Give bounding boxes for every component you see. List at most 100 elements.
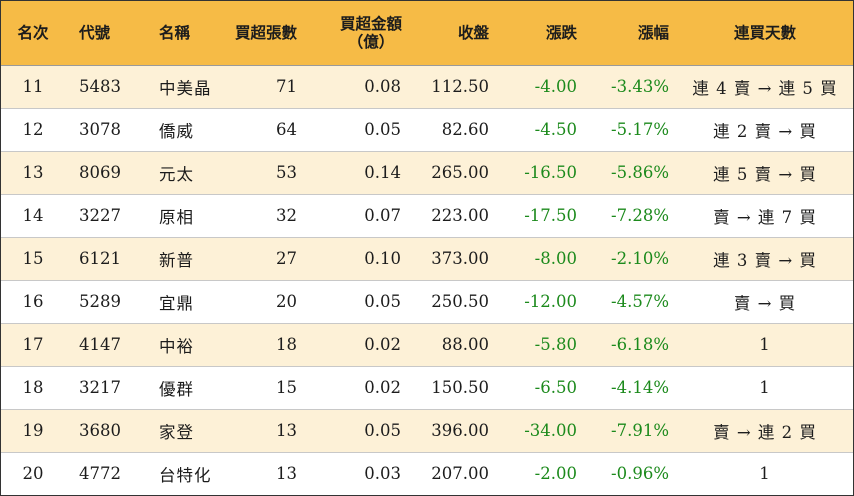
cell-name: 中美晶 [133,65,215,109]
cell-change-pct: -7.28% [587,194,677,238]
cell-name: 優群 [133,366,215,410]
cell-close: 250.50 [407,280,497,324]
table-row: 12 3078 僑威 64 0.05 82.60 -4.50 -5.17% 連 … [1,108,853,152]
table-row: 16 5289 宜鼎 20 0.05 250.50 -12.00 -4.57% … [1,280,853,324]
cell-amount: 0.14 [305,151,407,195]
cell-close: 88.00 [407,323,497,367]
cell-name: 僑威 [133,108,215,152]
cell-rank: 13 [1,151,65,195]
table-row: 13 8069 元太 53 0.14 265.00 -16.50 -5.86% … [1,151,853,195]
cell-change-pct: -7.91% [587,409,677,453]
cell-days: 連 5 賣 → 買 [677,151,853,195]
cell-volume: 15 [215,366,305,410]
cell-rank: 19 [1,409,65,453]
cell-code: 4772 [79,464,121,484]
cell-volume: 64 [215,108,305,152]
cell-volume: 27 [215,237,305,281]
cell-change: -2.00 [534,464,577,484]
cell-volume: 32 [215,194,305,238]
header-volume[interactable]: 買超張數 [215,1,305,66]
header-close[interactable]: 收盤 [407,1,497,66]
header-amount[interactable]: 買超金額 （億） [305,1,407,66]
header-code[interactable]: 代號 [65,1,133,66]
cell-amount: 0.05 [305,280,407,324]
cell-close: 373.00 [407,237,497,281]
cell-code: 3680 [65,409,133,453]
cell-volume: 13 [276,464,297,484]
cell-code: 3227 [65,194,133,238]
cell-rank: 12 [1,108,65,152]
cell-days: 連 2 賣 → 買 [677,108,853,152]
cell-change: -12.00 [497,280,587,324]
cell-code: 3217 [65,366,133,410]
header-row: 名次 代號 名稱 買超張數 買超金額 （億） 收盤 漲跌 漲幅 連買天數 [1,1,853,66]
cell-change: -4.00 [497,65,587,109]
cell-rank: 11 [1,65,65,109]
cell-change: -5.80 [497,323,587,367]
cell-rank: 14 [1,194,65,238]
cell-rank: 18 [1,366,65,410]
table-row: 20 4772 台特化 13 0.03 207.00 -2.00 -0.96% … [1,452,853,495]
cell-volume: 13 [215,409,305,453]
cell-change-pct: -4.14% [587,366,677,410]
cell-rank: 20 [22,464,44,484]
cell-change-pct: -5.86% [587,151,677,195]
cell-days: 賣 → 買 [677,280,853,324]
cell-amount: 0.02 [305,323,407,367]
table-body: 11 5483 中美晶 71 0.08 112.50 -4.00 -3.43% … [1,65,853,495]
header-days[interactable]: 連買天數 [677,1,853,66]
cell-name: 新普 [133,237,215,281]
cell-change-pct: -2.10% [587,237,677,281]
cell-close: 112.50 [407,65,497,109]
header-change[interactable]: 漲跌 [497,1,587,66]
cell-volume: 20 [215,280,305,324]
cell-close: 396.00 [407,409,497,453]
cell-days: 1 [677,323,853,367]
cell-change: -16.50 [497,151,587,195]
cell-change: -34.00 [497,409,587,453]
cell-amount: 0.07 [305,194,407,238]
cell-close: 207.00 [431,464,489,484]
header-rank[interactable]: 名次 [1,1,65,66]
cell-code: 6121 [65,237,133,281]
cell-code: 4147 [65,323,133,367]
table-row: 11 5483 中美晶 71 0.08 112.50 -4.00 -3.43% … [1,65,853,109]
cell-close: 150.50 [407,366,497,410]
header-amount-line2: （億） [347,31,395,51]
table-row: 18 3217 優群 15 0.02 150.50 -6.50 -4.14% 1 [1,366,853,410]
cell-volume: 71 [215,65,305,109]
header-amount-line1: 買超金額 [339,13,402,33]
cell-change-pct: -5.17% [587,108,677,152]
cell-rank: 15 [1,237,65,281]
cell-change-pct: -6.18% [587,323,677,367]
cell-rank: 16 [1,280,65,324]
cell-change: -17.50 [497,194,587,238]
cell-volume: 18 [215,323,305,367]
cell-code: 5289 [65,280,133,324]
header-name[interactable]: 名稱 [133,1,215,66]
cell-amount: 0.10 [305,237,407,281]
cell-change: -4.50 [497,108,587,152]
cell-name: 原相 [133,194,215,238]
cell-change: -6.50 [497,366,587,410]
cell-close: 265.00 [407,151,497,195]
cell-days: 1 [677,366,853,410]
cell-code: 5483 [65,65,133,109]
cell-amount: 0.05 [305,409,407,453]
table-row: 19 3680 家登 13 0.05 396.00 -34.00 -7.91% … [1,409,853,453]
cell-days: 賣 → 連 2 買 [677,409,853,453]
header-change-pct[interactable]: 漲幅 [587,1,677,66]
cell-change-pct: -0.96% [611,464,669,484]
cell-amount: 0.02 [305,366,407,410]
table-header: 名次 代號 名稱 買超張數 買超金額 （億） 收盤 漲跌 漲幅 連買天數 [1,1,853,66]
cell-change-pct: -3.43% [587,65,677,109]
cell-days: 連 3 賣 → 買 [677,237,853,281]
cell-name: 中裕 [133,323,215,367]
table-row: 17 4147 中裕 18 0.02 88.00 -5.80 -6.18% 1 [1,323,853,367]
cell-name: 台特化 [159,465,212,485]
cell-amount: 0.03 [364,464,401,484]
cell-amount: 0.08 [305,65,407,109]
cell-volume: 53 [215,151,305,195]
cell-code: 3078 [65,108,133,152]
cell-name: 宜鼎 [133,280,215,324]
